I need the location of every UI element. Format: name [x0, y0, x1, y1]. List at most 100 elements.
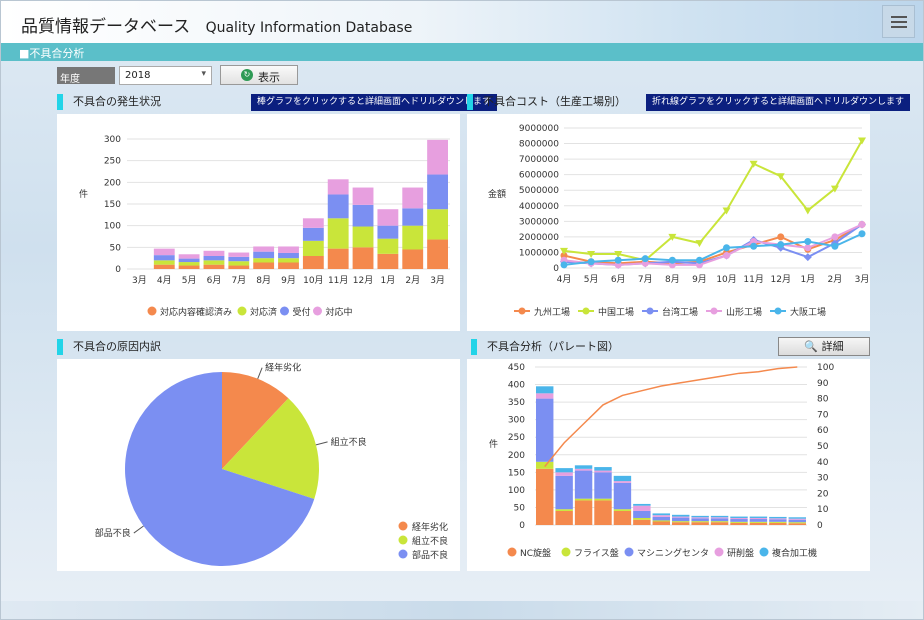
- section-title: ■不具合分析: [1, 43, 923, 61]
- bar-segment: [427, 209, 448, 240]
- y-tick-label: 8000000: [519, 140, 559, 150]
- bar-segment: [594, 498, 612, 501]
- bar-segment: [730, 521, 748, 523]
- data-point: [831, 242, 839, 250]
- data-point: [587, 251, 596, 258]
- year-select-value: 2018: [125, 70, 151, 81]
- bar-segment: [377, 209, 399, 226]
- bar-segment: [178, 254, 200, 259]
- bar-segment: [613, 475, 632, 482]
- y-tick-label: 100: [508, 486, 525, 496]
- bar-segment: [613, 510, 632, 525]
- pie-slice: [222, 398, 319, 499]
- bar-segment: [253, 246, 275, 252]
- bar-segment: [730, 522, 748, 525]
- hamburger-menu-button[interactable]: [882, 5, 915, 38]
- bar-segment: [749, 521, 768, 523]
- bar-segment: [574, 500, 593, 525]
- x-tick-label: 6月: [611, 274, 626, 285]
- y-axis-label: 件: [489, 438, 498, 450]
- x-tick-label: 3月: [855, 274, 870, 285]
- legend-label: 組立不良: [412, 535, 448, 547]
- bar-segment: [769, 518, 787, 520]
- bar-segment: [203, 256, 225, 261]
- legend-marker: [398, 521, 408, 531]
- year-select[interactable]: 2018 ▾: [119, 66, 212, 85]
- legend-marker: [237, 306, 247, 316]
- app-title: 品質情報データベース Quality Information Database: [21, 12, 412, 37]
- y-tick-label: 1000000: [519, 248, 559, 258]
- bar-segment: [769, 516, 787, 519]
- bar-segment: [228, 265, 250, 269]
- y-tick-label: 2000000: [519, 233, 559, 243]
- cause-panel-title: 不具合の原因内訳: [57, 339, 161, 355]
- occurrence-chart-panel: 0 50 100 150 200 250 300 件 3月 4月 5月 6月 7月 8月 9月 10月 11月 1…: [57, 114, 460, 331]
- occurrence-panel-title: 不具合の発生状況: [57, 94, 161, 110]
- bar-segment: [672, 522, 690, 525]
- bar-segment: [278, 262, 299, 269]
- y-tick-label: 4000000: [519, 202, 559, 212]
- legend-marker: [313, 306, 322, 316]
- cause-chart-panel: 経年劣化 組立不良 部品不良 経年劣化 組立不良 部品不良: [57, 359, 460, 571]
- bar-segment: [710, 522, 729, 525]
- bar-segment: [769, 519, 787, 522]
- x-tick-label: 5月: [584, 274, 599, 285]
- y-axis-label: 件: [79, 188, 88, 200]
- cost-chart[interactable]: 0 1000000 2000000 3000000 4000000 5000000 6000…: [467, 114, 870, 331]
- bar-segment: [327, 218, 349, 249]
- data-point: [777, 233, 785, 241]
- bar-segment: [633, 503, 651, 506]
- y2-tick-label: 90: [817, 379, 829, 389]
- show-button[interactable]: ↻ 表示: [220, 65, 298, 85]
- bar-segment: [672, 516, 690, 518]
- y-tick-label: 250: [508, 433, 525, 443]
- bar-segment: [228, 256, 250, 262]
- data-point: [830, 185, 839, 193]
- x-tick-label: 10月: [716, 274, 736, 285]
- detail-button[interactable]: 🔍 詳細: [778, 337, 870, 356]
- bar-segment: [153, 264, 175, 269]
- bar-segment: [788, 518, 806, 520]
- bar-segment: [672, 517, 690, 522]
- detail-button-label: 詳細: [821, 340, 844, 353]
- x-tick-label: 8月: [256, 275, 271, 286]
- bar-segment: [710, 517, 729, 519]
- bar-segment: [633, 517, 651, 520]
- legend-label: 山形工場: [726, 306, 762, 318]
- legend-marker: [507, 547, 517, 557]
- legend-label: 部品不良: [412, 549, 448, 561]
- occurrence-chart[interactable]: 0 50 100 150 200 250 300 件 3月 4月 5月 6月 7月 8月 9月 10月 11月 1…: [57, 114, 460, 331]
- data-point: [614, 251, 623, 258]
- bar-segment: [594, 470, 612, 473]
- bar-segment: [613, 481, 632, 483]
- data-point: [668, 233, 677, 241]
- y-tick-label: 6000000: [519, 171, 559, 181]
- series-line: [563, 223, 863, 266]
- legend-label: 受付: [293, 306, 311, 318]
- bar-segment: [555, 509, 573, 511]
- legend-label: 九州工場: [534, 306, 570, 318]
- bar-segment: [203, 260, 225, 265]
- bar-segment: [178, 265, 200, 269]
- legend-marker: [710, 307, 718, 315]
- bar-segment: [352, 204, 374, 227]
- bar-segment: [672, 514, 690, 517]
- y2-tick-label: 60: [817, 426, 829, 436]
- y2-tick-label: 50: [817, 442, 829, 452]
- y-tick-label: 200: [104, 178, 121, 188]
- bar-segment: [555, 472, 573, 476]
- legend-label: 対応済: [250, 306, 277, 318]
- cost-hint: 折れ線グラフをクリックすると詳細画面へドリルダウンします: [646, 94, 911, 111]
- bar-segment: [377, 225, 399, 239]
- bar-segment: [749, 522, 768, 525]
- bar-segment: [555, 468, 573, 473]
- bar-segment: [278, 252, 299, 259]
- bar-segment: [652, 520, 670, 522]
- bar-segment: [691, 522, 709, 525]
- pareto-chart[interactable]: 0 50 100 150 200 250 300 350 400 450 0 10 20 30 40 50 60…: [467, 359, 870, 571]
- bar-segment: [730, 516, 748, 518]
- data-point: [750, 242, 758, 250]
- y-tick-label: 150: [104, 200, 121, 210]
- x-tick-label: 5月: [182, 275, 197, 286]
